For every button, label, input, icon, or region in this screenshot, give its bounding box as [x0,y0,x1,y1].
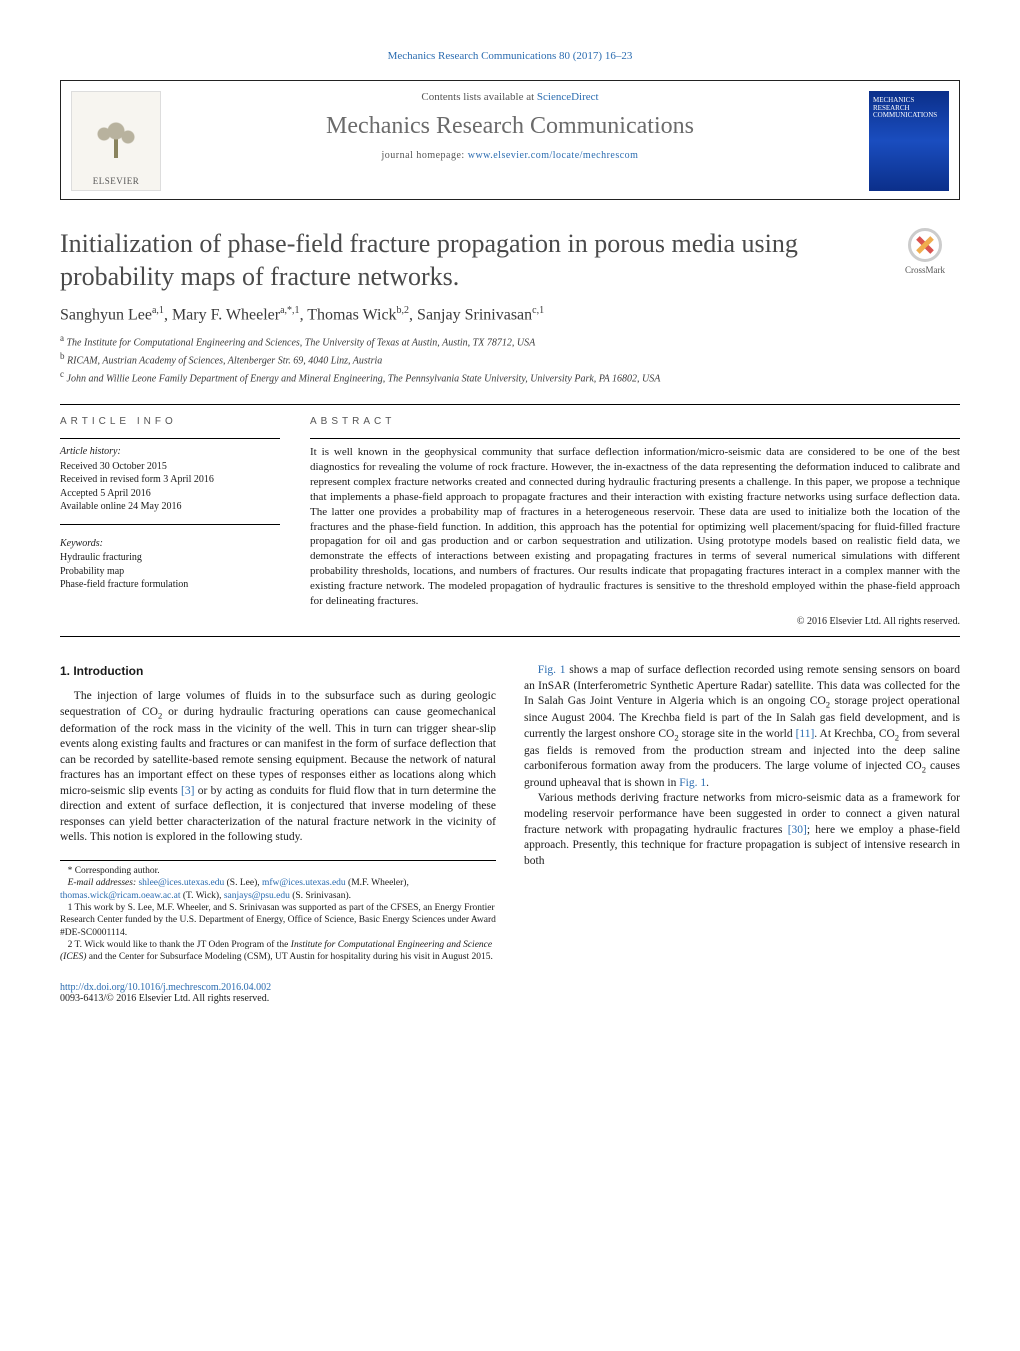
corresponding-author: * Corresponding author. [60,865,496,877]
doi-link[interactable]: http://dx.doi.org/10.1016/j.mechrescom.2… [60,982,271,993]
email-line: E-mail addresses: shlee@ices.utexas.edu … [60,877,496,902]
section-heading: 1. Introduction [60,663,496,679]
abstract-copyright: © 2016 Elsevier Ltd. All rights reserved… [310,615,960,629]
sciencedirect-link[interactable]: ScienceDirect [537,91,599,103]
divider [60,636,960,637]
history-item: Accepted 5 April 2016 [60,487,280,501]
history-item: Received in revised form 3 April 2016 [60,473,280,487]
elsevier-logo: ELSEVIER [71,91,161,191]
issn-line: 0093-6413/© 2016 Elsevier Ltd. All right… [60,993,269,1004]
keyword: Phase-field fracture formulation [60,578,280,592]
keyword: Probability map [60,565,280,579]
body-text: 1. Introduction The injection of large v… [60,663,960,964]
crossmark-badge[interactable]: CrossMark [890,228,960,275]
affiliations: a The Institute for Computational Engine… [60,332,960,385]
publisher-name: ELSEVIER [93,176,140,186]
history-item: Available online 24 May 2016 [60,500,280,514]
journal-name: Mechanics Research Communications [181,113,839,140]
journal-header: ELSEVIER MECHANICS RESEARCH COMMUNICATIO… [60,80,960,200]
running-head-link[interactable]: Mechanics Research Communications 80 (20… [388,50,633,62]
running-head: Mechanics Research Communications 80 (20… [60,50,960,62]
article-title: Initialization of phase-field fracture p… [60,228,870,293]
homepage-link[interactable]: www.elsevier.com/locate/mechrescom [468,150,639,161]
keywords-label: Keywords: [60,537,280,551]
abstract-text: It is well known in the geophysical comm… [310,445,960,608]
contents-prefix: Contents lists available at [421,91,536,103]
page-footer: http://dx.doi.org/10.1016/j.mechrescom.2… [60,982,960,1004]
footnote: 1 This work by S. Lee, M.F. Wheeler, and… [60,902,496,939]
crossmark-label: CrossMark [905,265,945,275]
figure-link[interactable]: Fig. 1 [679,777,706,789]
history-label: Article history: [60,445,280,459]
homepage-prefix: journal homepage: [382,150,468,161]
divider [60,438,280,439]
crossmark-icon [908,228,942,262]
author-list: Sanghyun Leea,1, Mary F. Wheelera,*,1, T… [60,305,960,324]
abstract: ABSTRACT It is well known in the geophys… [310,415,960,628]
footnote: 2 T. Wick would like to thank the JT Ode… [60,939,496,964]
history-item: Received 30 October 2015 [60,460,280,474]
citation-link[interactable]: [30] [788,824,807,836]
paragraph: Fig. 1 shows a map of surface deflection… [524,663,960,791]
divider [60,524,280,525]
citation-link[interactable]: [3] [181,785,194,797]
article-info: ARTICLE INFO Article history: Received 3… [60,415,280,628]
citation-link[interactable]: [11] [796,728,815,740]
article-info-heading: ARTICLE INFO [60,415,280,429]
keyword: Hydraulic fracturing [60,551,280,565]
paragraph: The injection of large volumes of fluids… [60,689,496,846]
figure-link[interactable]: Fig. 1 [538,664,566,676]
journal-cover-thumbnail: MECHANICS RESEARCH COMMUNICATIONS [869,91,949,191]
divider [310,438,960,439]
divider [60,404,960,405]
cover-text: MECHANICS RESEARCH COMMUNICATIONS [873,96,937,119]
footnotes: * Corresponding author. E-mail addresses… [60,860,496,964]
contents-line: Contents lists available at ScienceDirec… [181,91,839,103]
abstract-heading: ABSTRACT [310,415,960,429]
tree-icon [86,110,146,170]
paragraph: Various methods deriving fracture networ… [524,791,960,869]
homepage-line: journal homepage: www.elsevier.com/locat… [181,150,839,161]
